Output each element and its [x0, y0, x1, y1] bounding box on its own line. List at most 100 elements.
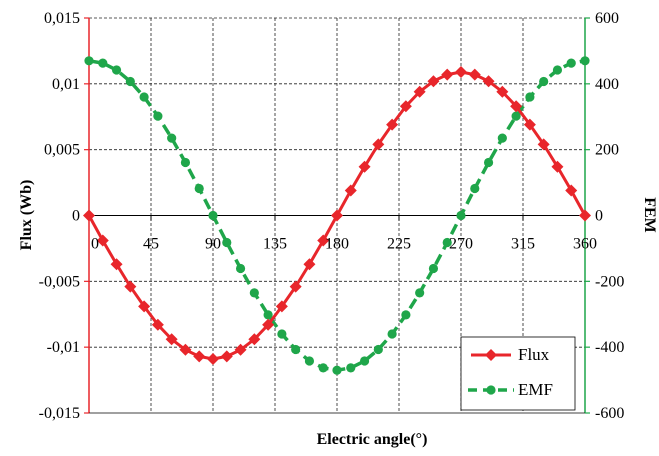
series-point-flux — [317, 234, 330, 247]
series-point-emf — [235, 263, 246, 274]
series-point-emf — [139, 92, 149, 102]
y-right-tick-label: 200 — [595, 142, 619, 159]
series-point-flux — [110, 258, 123, 271]
series-point-emf — [277, 329, 287, 339]
y-right-tick-label: 600 — [595, 10, 619, 27]
series-point-flux — [496, 85, 509, 98]
y-left-tick-label: 0,005 — [44, 142, 80, 159]
series-point-emf — [552, 65, 563, 75]
x-tick-label: 90 — [205, 236, 221, 253]
x-tick-label: 315 — [511, 236, 535, 253]
series-point-flux — [482, 75, 495, 88]
series-point-emf — [511, 111, 521, 121]
x-tick-label: 45 — [143, 236, 159, 253]
series-point-flux — [234, 343, 247, 356]
series-point-flux — [179, 343, 192, 356]
series-point-flux — [83, 209, 95, 222]
series-point-emf — [153, 111, 163, 121]
x-tick-label: 360 — [573, 236, 597, 253]
y-left-tick-label: 0 — [72, 208, 80, 225]
x-tick-label: 135 — [263, 236, 287, 253]
series-point-flux — [331, 209, 343, 222]
legend-swatch-marker-flux — [485, 349, 497, 361]
series-point-flux — [510, 100, 523, 113]
x-tick-label: 180 — [325, 236, 349, 253]
series-point-flux — [344, 184, 357, 197]
series-point-flux — [551, 160, 564, 173]
y-left-tick-label: -0,01 — [47, 339, 80, 356]
series-point-emf — [304, 356, 315, 366]
legend-item-flux — [471, 349, 511, 361]
series-point-flux — [303, 258, 316, 271]
series-point-flux — [523, 118, 536, 131]
x-tick-label: 0 — [91, 236, 99, 253]
series-point-emf — [428, 263, 439, 274]
series-point-emf — [291, 344, 301, 355]
series-point-flux — [220, 350, 233, 363]
series-point-emf — [167, 133, 177, 143]
series-point-flux — [358, 160, 371, 173]
series-point-emf — [470, 183, 480, 194]
series-point-flux — [579, 209, 591, 222]
series-point-flux — [193, 350, 206, 363]
series-point-flux — [96, 234, 109, 247]
series-point-emf — [111, 65, 122, 75]
series-point-flux — [427, 75, 440, 88]
series-point-emf — [525, 92, 535, 102]
series-point-emf — [387, 329, 397, 339]
series-point-flux — [565, 184, 578, 197]
y-axis-title-right: FEM — [641, 197, 658, 233]
y-right-tick-label: -200 — [595, 273, 624, 290]
y-left-tick-label: -0,005 — [39, 273, 80, 290]
series-point-emf — [442, 237, 452, 248]
series-point-emf — [84, 56, 94, 66]
series-point-emf — [456, 210, 466, 221]
series-point-flux — [455, 65, 467, 78]
y-left-tick-label: -0,015 — [39, 405, 80, 422]
legend-box — [460, 336, 576, 411]
series-layer — [83, 56, 591, 375]
y-left-tick-label: 0,01 — [52, 76, 80, 93]
series-point-emf — [566, 58, 576, 68]
series-point-flux — [124, 280, 137, 293]
series-point-flux — [151, 318, 164, 331]
series-point-emf — [222, 237, 232, 248]
series-point-flux — [441, 68, 454, 81]
series-point-emf — [497, 133, 507, 143]
series-point-emf — [194, 183, 204, 194]
series-point-emf — [98, 58, 108, 68]
series-point-emf — [180, 157, 191, 168]
series-point-flux — [207, 353, 219, 366]
series-point-emf — [415, 288, 425, 298]
y-right-tick-label: -600 — [595, 405, 624, 422]
series-point-emf — [208, 210, 218, 221]
series-point-flux — [248, 333, 261, 346]
series-point-emf — [263, 310, 273, 320]
tick-labels: 0,015 0,01 0,005 0 -0,005 -0,01 -0,015 600 400 20… — [39, 10, 625, 422]
y-axis-title-left: Flux (Wb) — [18, 180, 35, 251]
series-point-flux — [262, 318, 275, 331]
series-point-flux — [386, 118, 399, 131]
y-right-tick-label: 0 — [595, 208, 603, 225]
series-point-flux — [138, 300, 151, 313]
series-point-flux — [468, 68, 481, 81]
series-point-emf — [580, 56, 590, 66]
series-point-emf — [332, 365, 342, 375]
y-right-tick-label: 400 — [595, 76, 619, 93]
series-point-emf — [346, 363, 356, 373]
series-point-emf — [373, 344, 383, 355]
series-point-emf — [401, 310, 411, 320]
series-point-emf — [249, 288, 259, 298]
series-point-emf — [539, 76, 549, 87]
x-tick-label: 270 — [449, 236, 473, 253]
x-tick-label: 225 — [387, 236, 411, 253]
series-point-flux — [413, 85, 426, 98]
y-right-tick-label: -400 — [595, 339, 624, 356]
series-point-flux — [372, 138, 385, 151]
series-point-flux — [165, 333, 178, 346]
series-point-flux — [399, 100, 412, 113]
legend-label-emf: EMF — [518, 380, 553, 399]
legend: Flux EMF — [460, 336, 576, 411]
